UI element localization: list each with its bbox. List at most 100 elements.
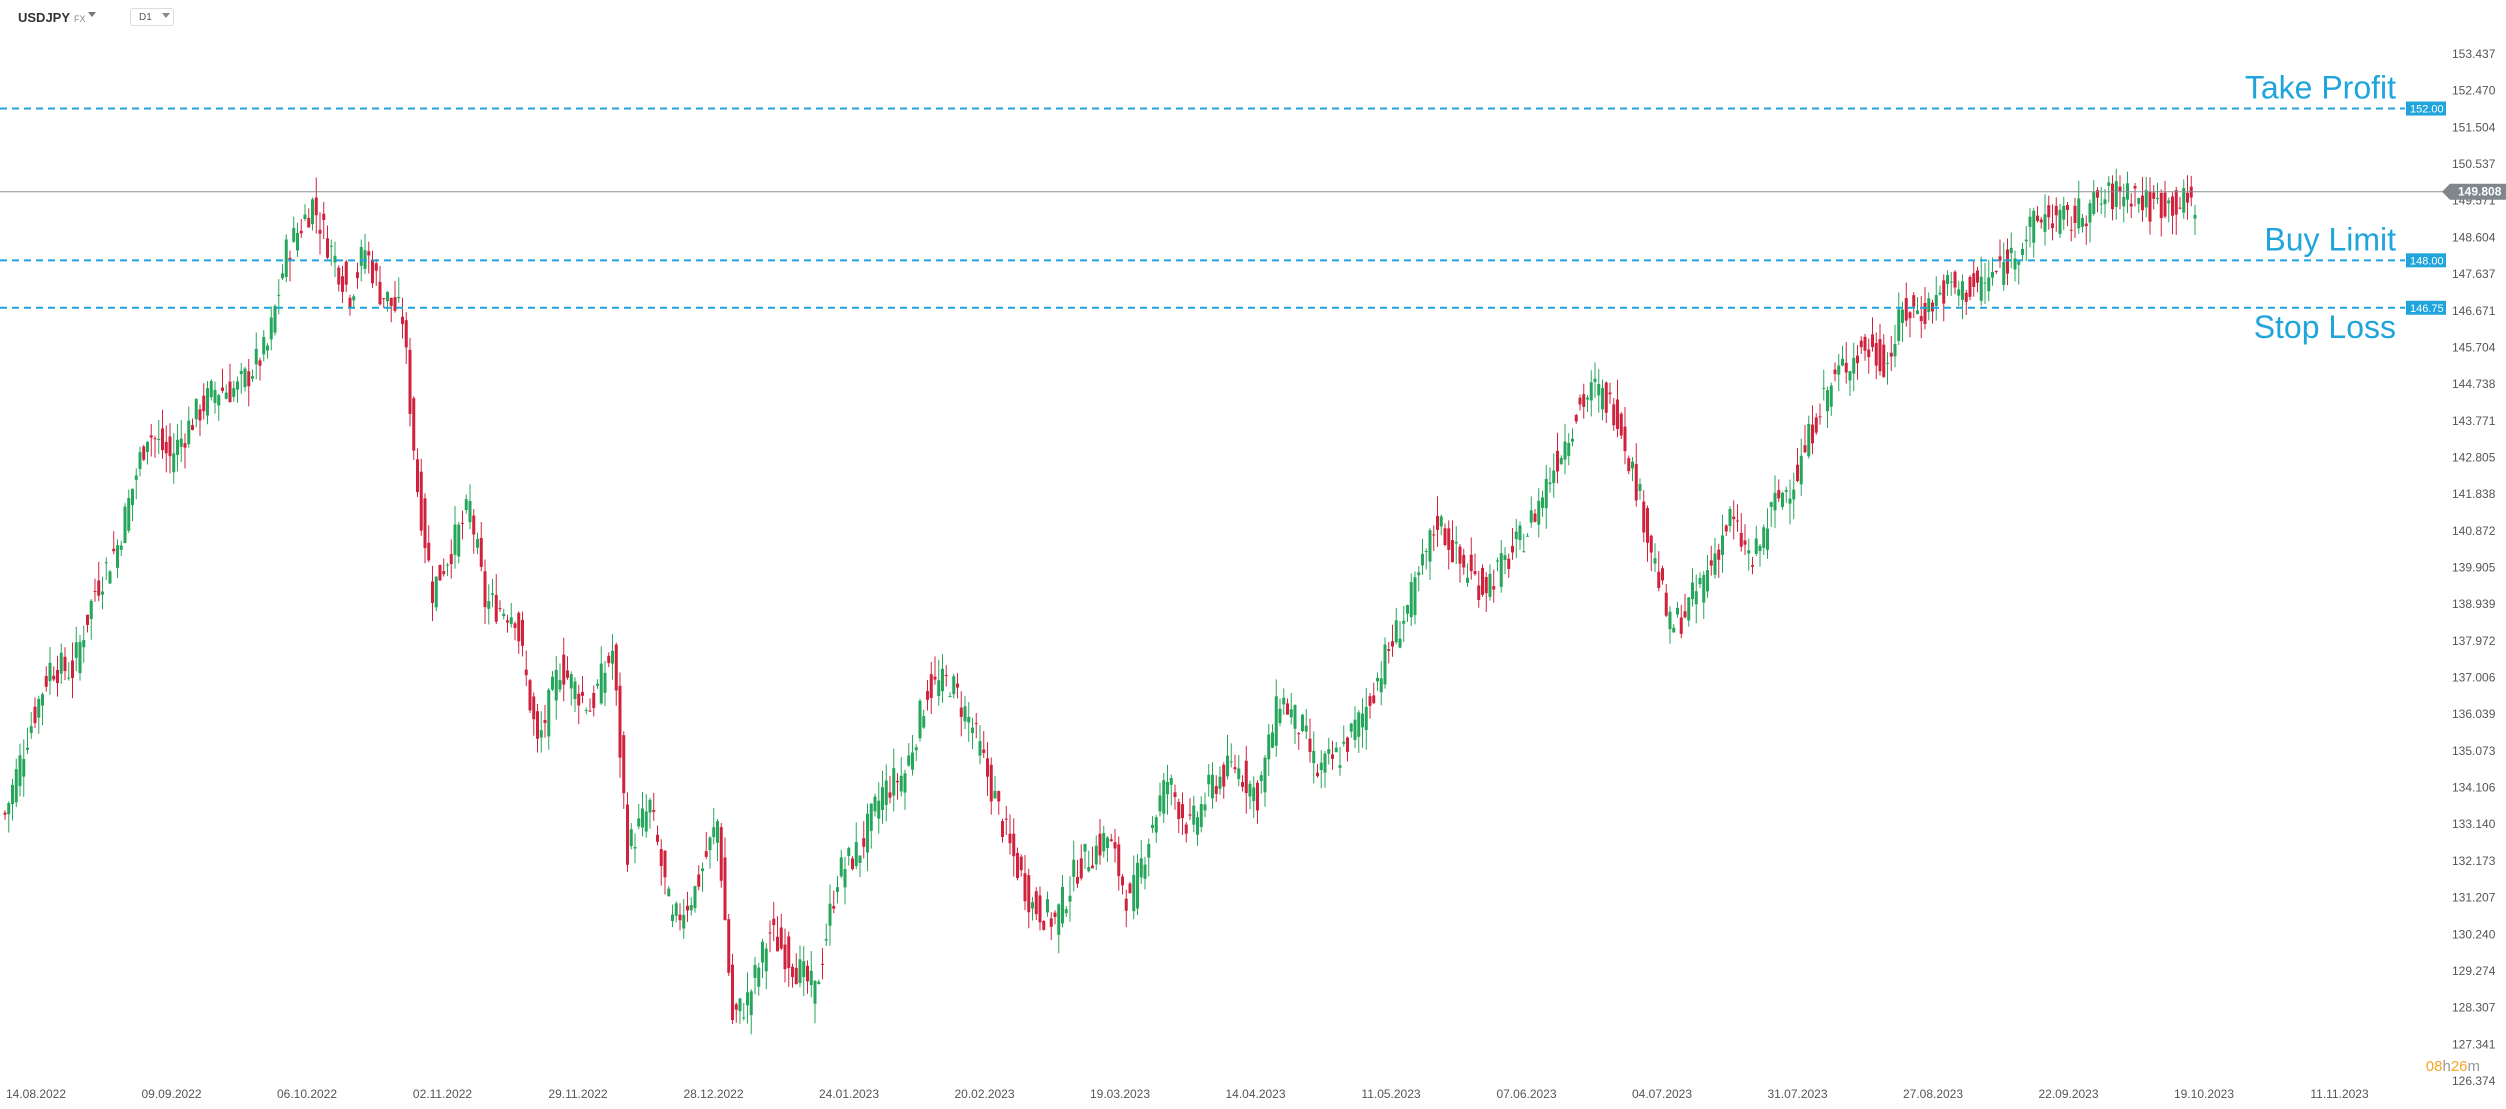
candle	[3, 812, 7, 815]
candle	[1522, 551, 1526, 553]
candle	[1676, 607, 1679, 615]
candle	[1563, 441, 1567, 460]
candle	[1436, 515, 1439, 530]
candle	[273, 305, 277, 333]
candle	[93, 591, 97, 593]
symbol-selector[interactable]: USDJPY FX	[18, 10, 86, 25]
candle	[1323, 753, 1327, 773]
candle	[1964, 292, 1968, 302]
candle	[513, 623, 517, 628]
candle	[1016, 852, 1019, 879]
level-price-label: 152.00	[2410, 104, 2444, 116]
candle	[202, 395, 206, 412]
candle	[2088, 203, 2092, 223]
candle	[1799, 455, 1803, 485]
timeframe-chevron-icon[interactable]	[162, 13, 170, 18]
candle	[2137, 198, 2141, 204]
candle	[1822, 387, 1826, 389]
candle	[581, 691, 584, 696]
candle	[1237, 768, 1241, 780]
candle	[704, 851, 708, 857]
candle	[303, 214, 307, 220]
candle	[1889, 352, 1893, 357]
candle	[573, 681, 577, 700]
candle	[858, 855, 862, 864]
candle	[1094, 845, 1098, 865]
y-tick-label: 131.207	[2452, 891, 2496, 905]
candle	[1383, 644, 1387, 685]
candle	[1012, 833, 1016, 857]
candle	[577, 693, 581, 706]
candle	[67, 677, 71, 679]
candle	[701, 868, 704, 872]
y-tick-label: 140.872	[2452, 524, 2496, 538]
candle	[1616, 399, 1619, 429]
candle	[794, 967, 798, 985]
candle	[1199, 804, 1203, 827]
candle	[1623, 426, 1627, 452]
candle	[487, 601, 491, 609]
candle	[1837, 365, 1841, 375]
candle	[1833, 369, 1837, 375]
candle	[1597, 383, 1601, 396]
y-tick-label: 143.771	[2452, 414, 2496, 428]
candle	[461, 522, 464, 524]
candle	[536, 711, 539, 739]
candle	[592, 692, 596, 708]
candle	[1912, 295, 1916, 307]
candle	[899, 775, 903, 792]
candle	[626, 804, 629, 865]
candle	[2156, 198, 2159, 200]
candle	[1271, 732, 1274, 748]
candle	[52, 675, 56, 680]
candle	[719, 827, 723, 881]
candle	[1901, 309, 1904, 323]
x-tick-label: 19.03.2023	[1090, 1087, 1150, 1101]
candle	[1394, 620, 1398, 643]
market-badge: FX	[74, 14, 86, 24]
candle	[1263, 757, 1267, 793]
candle	[1184, 824, 1188, 834]
candle	[464, 499, 468, 510]
candle	[296, 232, 299, 251]
candle	[543, 719, 547, 724]
candle	[1267, 734, 1271, 760]
candle	[1023, 873, 1027, 902]
candle	[596, 683, 599, 686]
candle	[281, 273, 284, 279]
candle	[1994, 270, 1998, 272]
candle	[1034, 891, 1038, 915]
candle	[119, 545, 123, 550]
candle	[269, 317, 273, 340]
candle	[633, 846, 637, 849]
candle	[1053, 912, 1057, 917]
candle	[749, 991, 753, 1016]
candle	[284, 239, 288, 278]
candle	[1218, 776, 1222, 789]
candle	[1649, 535, 1653, 553]
timeframe-selector[interactable]: D1	[130, 8, 174, 26]
candle	[2002, 262, 2006, 285]
candle	[1642, 501, 1646, 533]
candle	[2028, 216, 2032, 227]
candle	[1953, 271, 1957, 288]
candle	[1072, 859, 1076, 877]
candle	[78, 641, 82, 674]
candle	[1668, 611, 1672, 630]
candle	[824, 939, 828, 941]
candle	[911, 752, 914, 770]
candle	[1098, 833, 1102, 856]
level-price-tag	[2406, 101, 2446, 116]
candle	[198, 409, 202, 421]
candle	[416, 459, 419, 493]
candle	[59, 652, 63, 674]
candle	[667, 888, 671, 897]
candle	[1042, 920, 1046, 930]
candle	[438, 564, 442, 581]
candle	[393, 297, 397, 311]
candle	[1653, 558, 1657, 564]
chevron-down-icon[interactable]	[88, 12, 96, 17]
candle	[314, 197, 318, 216]
candle	[1991, 271, 1994, 278]
